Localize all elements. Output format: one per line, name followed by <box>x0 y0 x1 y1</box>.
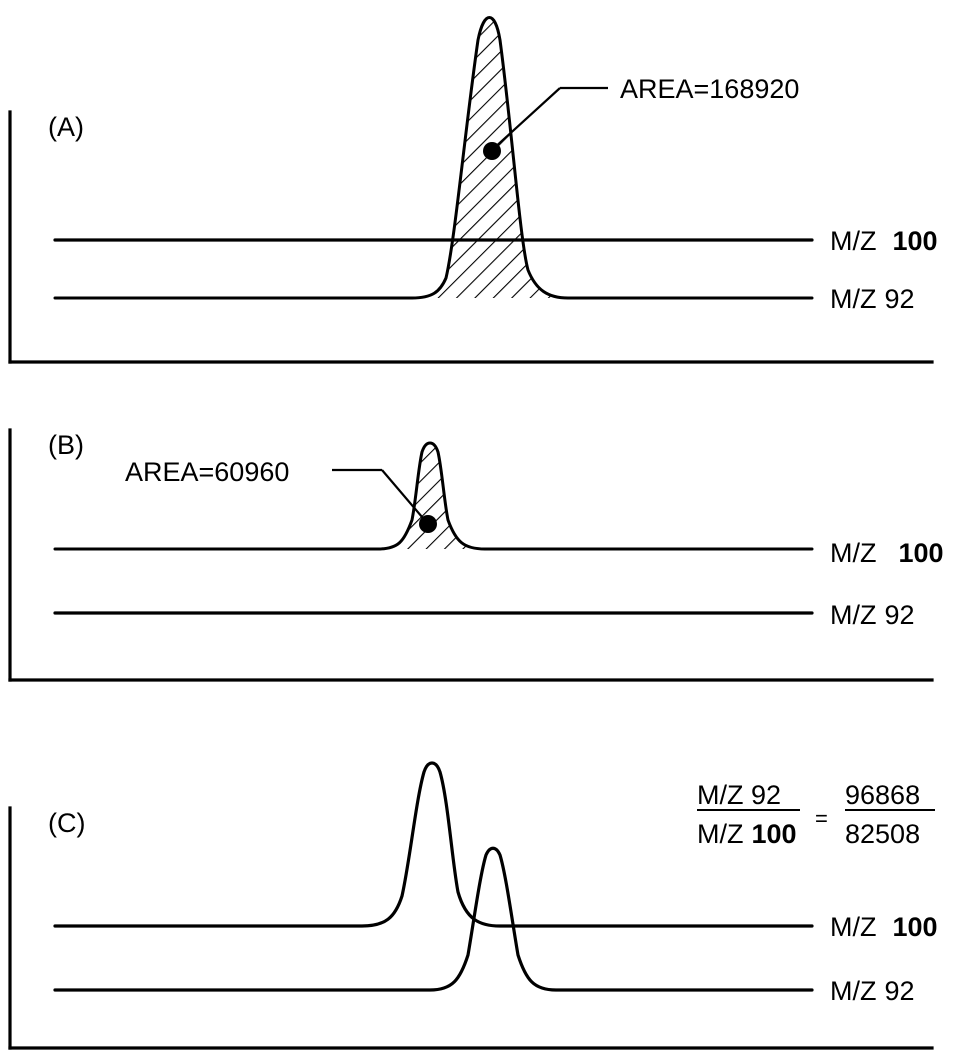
panel-a-label: (A) <box>48 112 84 142</box>
panel-c-label: (C) <box>48 808 85 838</box>
panel-b-legend-mz100: M/Z 100 <box>830 538 944 568</box>
legend-value: 92 <box>885 976 915 1006</box>
ratio-denominator-value: 100 <box>752 819 797 849</box>
panel-a-area-leader <box>491 87 561 151</box>
panel-b-peak-mz100 <box>53 441 814 551</box>
panel-c-ratio: M/Z 92 M/Z 100 = 96868 82508 <box>697 780 935 849</box>
panel-a-legend-mz100: M/Z 100 <box>830 226 938 256</box>
panel-b-area-label: AREA=60960 <box>125 457 289 487</box>
panel-a-peak-mz92 <box>53 16 814 300</box>
panel-a-area-marker <box>483 142 501 160</box>
legend-prefix: M/Z <box>830 976 877 1006</box>
panel-c-trace-mz92 <box>53 846 814 992</box>
panel-a-area-label: AREA=168920 <box>620 74 799 104</box>
legend-prefix: M/Z <box>830 600 877 630</box>
ratio-equals-sign: = <box>815 806 828 831</box>
legend-prefix: M/Z <box>830 284 877 314</box>
panel-c-legend-mz100: M/Z 100 <box>830 912 938 942</box>
panel-a: (A) AREA=168920 M/Z 100 M/Z 92 <box>8 16 938 364</box>
legend-value: 100 <box>893 226 938 256</box>
ratio-denominator-value-number: 82508 <box>845 819 920 849</box>
panel-b-label: (B) <box>48 430 84 460</box>
panel-b-legend-mz92: M/Z 92 <box>830 600 915 630</box>
legend-value: 92 <box>885 600 915 630</box>
legend-value: 100 <box>899 538 944 568</box>
panel-a-legend-mz92: M/Z 92 <box>830 284 915 314</box>
legend-value: 92 <box>885 284 915 314</box>
legend-value: 100 <box>893 912 938 942</box>
panel-c-legend-mz92: M/Z 92 <box>830 976 915 1006</box>
ratio-denominator-label: M/Z 100 <box>697 819 797 849</box>
ratio-denominator-prefix: M/Z <box>697 819 744 849</box>
ratio-numerator-value: 96868 <box>845 780 920 810</box>
panel-b: (B) AREA=60960 M/Z 100 M/Z 92 <box>8 428 944 682</box>
ratio-numerator-label: M/Z 92 <box>697 780 781 810</box>
legend-prefix: M/Z <box>830 538 877 568</box>
panel-c-trace-mz100 <box>53 761 814 928</box>
legend-prefix: M/Z <box>830 912 877 942</box>
panel-b-area-marker <box>419 515 437 533</box>
panel-c: (C) M/Z 100 M/Z 92 M/Z 92 M/Z 100 = 96868 8… <box>8 761 938 1050</box>
panel-b-area-leader <box>381 469 429 525</box>
legend-prefix: M/Z <box>830 226 877 256</box>
